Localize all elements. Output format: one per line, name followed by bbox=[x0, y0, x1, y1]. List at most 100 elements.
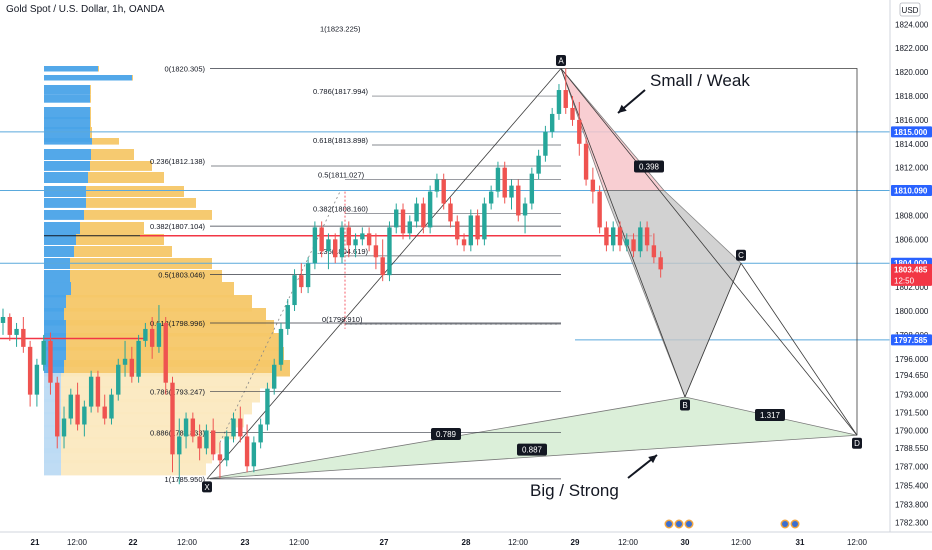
vp-blue-bar bbox=[44, 75, 132, 81]
ratio-badge bbox=[431, 428, 461, 441]
price-tag[interactable] bbox=[891, 126, 932, 138]
candle-body bbox=[346, 227, 351, 246]
time-tick-label: 23 bbox=[241, 538, 250, 547]
time-tick-label: 12:00 bbox=[289, 538, 310, 547]
candle-body bbox=[421, 203, 426, 228]
bc-triangle[interactable] bbox=[603, 190, 742, 399]
price-tick-label: 1820.000 bbox=[895, 68, 929, 77]
pattern-point-badge bbox=[852, 437, 862, 449]
candle-body bbox=[414, 203, 419, 222]
vp-yellow-bar bbox=[74, 246, 172, 257]
price-axis[interactable]: 1782.300 1783.800 1785.400 1787.000 1788.550… bbox=[889, 0, 932, 550]
candle-body bbox=[14, 328, 19, 335]
candle-body bbox=[353, 239, 358, 246]
candle-body bbox=[27, 346, 33, 395]
candle-body bbox=[312, 227, 318, 264]
vp-yellow-bar bbox=[61, 399, 252, 415]
time-tick-label: 12:00 bbox=[177, 538, 198, 547]
vp-blue-bar bbox=[44, 270, 70, 283]
price-tag[interactable] bbox=[891, 184, 932, 196]
price-tick-label: 1824.000 bbox=[895, 20, 929, 29]
fib-retracements[interactable]: 0(1820.305) 0.382(1807.104) 0.5(1803.046) 0… bbox=[150, 25, 561, 484]
fib2-level-label: 1(1823.225) bbox=[320, 25, 361, 34]
vp-blue-bar bbox=[44, 186, 86, 197]
candle-body bbox=[75, 394, 80, 425]
arrow-small-weak-head bbox=[618, 104, 627, 113]
vp-yellow-bar bbox=[90, 95, 91, 103]
candle-body bbox=[563, 90, 568, 108]
price-tick-label: 1794.650 bbox=[895, 371, 929, 380]
price-tick-label: 1812.000 bbox=[895, 164, 929, 173]
vp-yellow-bar bbox=[70, 270, 222, 283]
time-tick-label: 12:00 bbox=[618, 538, 639, 547]
price-tick-label: 1816.000 bbox=[895, 116, 929, 125]
candle-body bbox=[387, 227, 392, 276]
candle-body bbox=[190, 418, 196, 437]
ratio-label: 0.398 bbox=[639, 162, 660, 171]
candle-body bbox=[590, 179, 596, 192]
vp-blue-bar bbox=[44, 107, 90, 120]
candle-body bbox=[41, 340, 46, 365]
candle-body bbox=[48, 340, 53, 383]
vp-blue-bar bbox=[44, 149, 91, 160]
fib-level-label: 0.786(1793.247) bbox=[150, 388, 206, 397]
economic-event-icon-dot bbox=[792, 521, 798, 527]
vp-blue-bar bbox=[44, 66, 98, 72]
candle-body bbox=[122, 358, 128, 365]
time-tick-label: 12:00 bbox=[508, 538, 529, 547]
pattern-leg[interactable] bbox=[740, 263, 858, 436]
candle-body bbox=[577, 119, 582, 144]
pattern-leg[interactable] bbox=[684, 263, 742, 398]
price-tag-label: 1815.000 bbox=[894, 128, 928, 137]
candlesticks bbox=[0, 68, 663, 485]
candle-body bbox=[360, 233, 365, 240]
price-tick-label: 1788.550 bbox=[895, 444, 929, 453]
fib2-level-label: 0.786(1817.994) bbox=[313, 87, 369, 96]
candle-body bbox=[88, 376, 94, 407]
time-axis[interactable]: 21 12:00 22 12:00 23 12:00 27 28 12:00 29 12:00 30 1… bbox=[0, 518, 932, 547]
fib-level-label: 0.5(1803.046) bbox=[158, 271, 205, 280]
vp-blue-bar bbox=[44, 138, 92, 145]
vp-yellow-bar bbox=[76, 234, 164, 245]
volume-profile bbox=[44, 66, 290, 476]
candle-body bbox=[407, 221, 412, 234]
vp-yellow-bar bbox=[66, 320, 274, 337]
candle-body bbox=[319, 227, 324, 252]
ratio-badge bbox=[755, 408, 785, 421]
pattern-frame[interactable] bbox=[561, 68, 858, 436]
candle-body bbox=[522, 203, 528, 216]
candle-body bbox=[380, 257, 385, 276]
price-tick-label: 1814.000 bbox=[895, 140, 929, 149]
price-tag[interactable] bbox=[891, 334, 932, 346]
fib2-level-label: 0.236(1812.138) bbox=[150, 157, 206, 166]
candle-body bbox=[475, 215, 480, 240]
fib2-level-label: 0(1798.910) bbox=[322, 315, 363, 324]
vp-yellow-bar bbox=[90, 85, 91, 95]
pattern-point-badge bbox=[736, 249, 746, 261]
vp-yellow-bar bbox=[84, 210, 212, 220]
vp-blue-bar bbox=[44, 210, 84, 220]
price-tick-label: 1793.000 bbox=[895, 391, 929, 400]
candle-body bbox=[7, 316, 12, 335]
price-tag[interactable] bbox=[891, 263, 932, 286]
fib-level-label: 1(1785.950) bbox=[165, 475, 206, 484]
candle-body bbox=[231, 418, 236, 437]
candle-body bbox=[488, 191, 494, 204]
candle-body bbox=[400, 209, 406, 234]
candle-body bbox=[339, 227, 345, 258]
price-tag-label: 1803.485 bbox=[894, 265, 928, 274]
price-tag-sublabel: 12:50 bbox=[894, 276, 915, 285]
candle-body bbox=[183, 418, 189, 437]
candle-body bbox=[299, 275, 304, 288]
candle-body bbox=[109, 394, 114, 419]
currency-label: USD bbox=[902, 6, 919, 15]
candle-body bbox=[285, 305, 290, 329]
candle-body bbox=[143, 328, 148, 341]
pattern-leg[interactable] bbox=[560, 68, 858, 436]
price-tick-label: 1806.000 bbox=[895, 235, 929, 244]
pattern-leg[interactable] bbox=[560, 68, 686, 398]
currency-badge[interactable]: USD bbox=[899, 2, 921, 17]
fib2-level-label: 0.382(1808.160) bbox=[313, 205, 369, 214]
vp-yellow-bar bbox=[66, 333, 280, 351]
